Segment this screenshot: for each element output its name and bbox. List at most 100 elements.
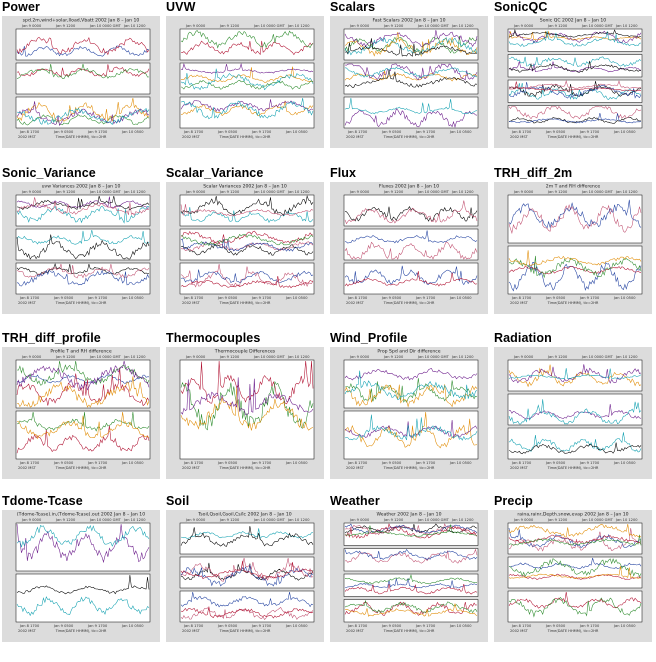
series-line — [508, 364, 642, 384]
time-tick-label: Jan 10 0000 GMT — [581, 24, 614, 28]
time-tick-label: Jan 9 1700 — [579, 461, 600, 465]
time-tick-label: Jan 10 0000 GMT — [253, 190, 286, 194]
series-line — [508, 255, 642, 279]
time-tick-label: Jan 9 0500 — [217, 296, 238, 300]
time-tick-label: Jan 9 0500 — [545, 624, 566, 628]
plot-thumbnail[interactable]: uvw Variances 2002 Jan 8 – Jan 10 Jan 9 0… — [2, 182, 160, 314]
series-line — [180, 68, 314, 91]
plot-thumbnail[interactable]: spd.2m,wind+solar,Iload,Vbatt 2002 Jan 8… — [2, 16, 160, 148]
time-tick-label: Jan 10 1200 — [451, 190, 474, 194]
series-line — [344, 578, 478, 589]
time-tick-label: Jan 9 0500 — [53, 624, 74, 628]
time-tick-label: Jan 8 1700 — [511, 130, 532, 134]
plot-title: TRH_diff_2m — [494, 166, 573, 180]
time-tick-label: Jan 9 0000 — [21, 518, 42, 522]
plot-title: Scalar_Variance — [166, 166, 264, 180]
subplot-frame — [15, 410, 151, 460]
time-tick-label: Jan 9 0000 — [349, 190, 370, 194]
series-line — [180, 79, 313, 90]
plot-title: Tdome-Tcase — [2, 494, 83, 508]
time-tick-label: Jan 8 1700 — [347, 130, 368, 134]
plot-thumbnail[interactable]: (Tdome-Tcase).in,(Tdome-Tcase).out 2002 … — [2, 510, 160, 642]
plot-thumbnail[interactable]: 2m T and RH difference Jan 9 0000 Jan 9 12… — [494, 182, 652, 314]
plot-thumbnail[interactable]: Weather 2002 Jan 8 – Jan 10 Jan 9 0000 Jan… — [330, 510, 488, 642]
series-line — [16, 523, 150, 564]
plot-title: UVW — [166, 0, 196, 14]
time-tick-label: Jan 9 1200 — [383, 190, 404, 194]
plot-thumbnail[interactable]: Fluxes 2002 Jan 8 – Jan 10 Jan 9 0000 Jan … — [330, 182, 488, 314]
series-line — [180, 204, 314, 217]
series-line — [180, 97, 314, 120]
time-tick-label: Jan 9 1200 — [383, 24, 404, 28]
year-label: 2002 MST — [18, 301, 37, 305]
series-line — [180, 238, 314, 252]
time-tick-label: Jan 9 0500 — [217, 130, 238, 134]
series-line — [16, 229, 150, 245]
time-tick-label: Jan 10 0500 — [285, 461, 308, 465]
time-tick-label: Jan 9 0000 — [513, 190, 534, 194]
time-tick-label: Jan 10 0000 GMT — [417, 24, 450, 28]
subplot-frame — [507, 54, 643, 78]
plot-image: Jan 9 0000 Jan 9 1200 Jan 10 0000 GMT Jan 1… — [179, 24, 315, 139]
time-tick-label: Jan 9 1700 — [415, 296, 436, 300]
plot-thumbnail[interactable]: Prop Spd and Dir difference Jan 9 0000 Jan… — [330, 347, 488, 479]
plot-header: Tsoil,Qsoil,Gsoil,Cs/lc 2002 Jan 8 – Jan… — [197, 512, 292, 518]
series-line — [344, 548, 478, 561]
time-tick-label: Jan 10 1200 — [123, 190, 146, 194]
subplot-frame — [15, 194, 151, 227]
subplot-frame — [343, 410, 479, 460]
plot-header: Fluxes 2002 Jan 8 – Jan 10 — [379, 184, 439, 190]
plot-image: Scalar Variances 2002 Jan 8 – Jan 10Jan … — [179, 184, 315, 305]
plot-thumbnail[interactable]: Jan 9 0000 Jan 9 1200 Jan 10 0000 GMT Jan 1… — [494, 347, 652, 479]
time-tick-label: Jan 10 1200 — [451, 24, 474, 28]
plot-thumbnail[interactable]: Fast Scalars 2002 Jan 8 – Jan 10 Jan 9 00… — [330, 16, 488, 148]
series-line — [16, 234, 150, 260]
plot-thumbnail[interactable]: raina,rainr,Depth.snow,evap 2002 Jan 8 –… — [494, 510, 652, 642]
time-tick-label: Jan 9 1700 — [415, 130, 436, 134]
series-line — [508, 364, 642, 388]
year-label: 2002 MST — [182, 629, 201, 633]
plot-title: TRH_diff_profile — [2, 331, 101, 345]
plot-thumbnail[interactable]: Tsoil,Qsoil,Gsoil,Cs/lc 2002 Jan 8 – Jan… — [166, 510, 324, 642]
plot-cell-wind-profile: Wind_Profile Prop Spd and Dir difference… — [328, 331, 490, 495]
series-line — [16, 269, 150, 287]
plot-thumbnail[interactable]: Jan 9 0000 Jan 9 1200 Jan 10 0000 GMT Jan 1… — [166, 16, 324, 148]
time-tick-label: Jan 10 0500 — [613, 296, 636, 300]
plot-cell-sonic-variance: Sonic_Variance uvw Variances 2002 Jan 8 … — [0, 166, 162, 330]
subplot-frame — [507, 359, 643, 392]
subplot-frame — [179, 228, 315, 261]
time-tick-label: Jan 8 1700 — [183, 130, 204, 134]
time-tick-label: Jan 8 1700 — [19, 461, 40, 465]
plot-thumbnail[interactable]: Thermocouple Differences Jan 9 0000 Jan 9 … — [166, 347, 324, 479]
time-tick-label: Jan 9 0000 — [513, 24, 534, 28]
series-line — [180, 206, 314, 224]
plot-thumbnail[interactable]: Scalar Variances 2002 Jan 8 – Jan 10 Jan … — [166, 182, 324, 314]
plot-cell-scalars: Scalars Fast Scalars 2002 Jan 8 – Jan 10… — [328, 0, 490, 164]
plot-title: Thermocouples — [166, 331, 261, 345]
series-line — [180, 387, 314, 431]
year-label: 2002 MST — [182, 135, 201, 139]
series-line — [344, 108, 478, 129]
plot-image: Sonic QC 2002 Jan 8 – Jan 10 Jan 9 0000 Ja… — [507, 18, 643, 139]
subplot-frame — [507, 522, 643, 555]
time-tick-label: Jan 8 1700 — [347, 296, 368, 300]
time-tick-label: Jan 10 1200 — [451, 518, 474, 522]
time-tick-label: Jan 9 0000 — [349, 518, 370, 522]
series-line — [344, 230, 478, 244]
series-line — [508, 250, 642, 266]
x-axis-label: Time(DATE HHMM), tic=2HR — [547, 629, 599, 633]
plot-thumbnail[interactable]: Profile T and RH difference Jan 9 0000 Jan… — [2, 347, 160, 479]
plot-thumbnail[interactable]: Sonic QC 2002 Jan 8 – Jan 10 Jan 9 0000 Ja… — [494, 16, 652, 148]
time-tick-label: Jan 9 1200 — [219, 24, 240, 28]
series-line — [344, 271, 478, 287]
subplot-frame — [15, 573, 151, 623]
series-line — [16, 263, 150, 275]
time-tick-label: Jan 9 0500 — [381, 624, 402, 628]
subplot-frame — [343, 522, 479, 546]
subplot-frame — [343, 359, 479, 409]
time-tick-label: Jan 10 1200 — [615, 355, 638, 359]
plot-title: Weather — [330, 494, 380, 508]
x-axis-label: Time(DATE HHMM), tic=2HR — [547, 301, 599, 305]
plot-cell-thermocouples: Thermocouples Thermocouple Differences Ja… — [164, 331, 326, 495]
time-tick-label: Jan 10 1200 — [123, 518, 146, 522]
